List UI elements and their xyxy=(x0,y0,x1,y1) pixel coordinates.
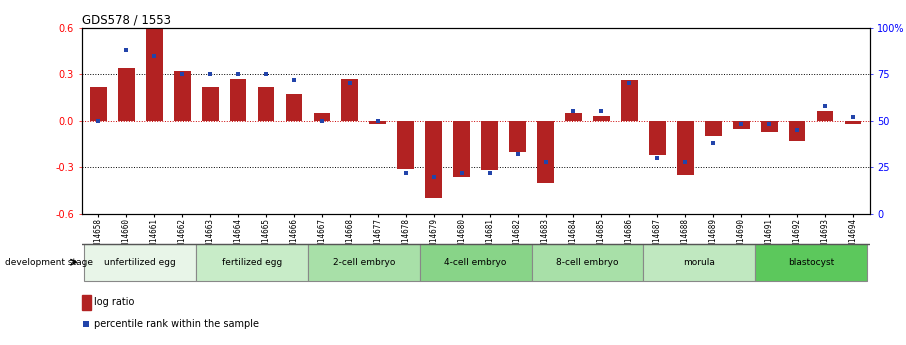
Bar xyxy=(593,116,610,121)
Bar xyxy=(816,111,834,121)
Bar xyxy=(370,121,386,124)
Bar xyxy=(677,121,694,175)
Bar xyxy=(649,121,666,155)
Bar xyxy=(257,87,275,121)
Text: fertilized egg: fertilized egg xyxy=(222,258,282,267)
Text: 4-cell embryo: 4-cell embryo xyxy=(445,258,506,267)
Text: development stage: development stage xyxy=(5,258,92,267)
FancyBboxPatch shape xyxy=(84,244,196,281)
FancyBboxPatch shape xyxy=(643,244,756,281)
Bar xyxy=(481,121,498,170)
Bar xyxy=(313,113,331,121)
Bar xyxy=(621,80,638,121)
Bar xyxy=(537,121,554,183)
Text: blastocyst: blastocyst xyxy=(788,258,834,267)
Bar xyxy=(202,87,218,121)
Text: 2-cell embryo: 2-cell embryo xyxy=(333,258,395,267)
FancyBboxPatch shape xyxy=(532,244,643,281)
Bar xyxy=(844,121,862,124)
Bar xyxy=(789,121,805,141)
FancyBboxPatch shape xyxy=(196,244,308,281)
Bar xyxy=(509,121,526,152)
Bar xyxy=(118,68,135,121)
Text: log ratio: log ratio xyxy=(94,297,135,307)
Text: morula: morula xyxy=(683,258,715,267)
Bar xyxy=(565,113,582,121)
Text: percentile rank within the sample: percentile rank within the sample xyxy=(94,319,259,329)
FancyBboxPatch shape xyxy=(308,244,419,281)
FancyBboxPatch shape xyxy=(419,244,532,281)
Bar xyxy=(146,28,162,121)
Text: unfertilized egg: unfertilized egg xyxy=(104,258,176,267)
Bar xyxy=(230,79,246,121)
FancyBboxPatch shape xyxy=(756,244,867,281)
Bar xyxy=(425,121,442,198)
Bar xyxy=(90,87,107,121)
Bar xyxy=(285,94,303,121)
Bar xyxy=(705,121,721,136)
Bar xyxy=(398,121,414,169)
Text: 8-cell embryo: 8-cell embryo xyxy=(556,258,619,267)
Bar xyxy=(174,71,190,121)
Bar xyxy=(733,121,749,128)
Bar xyxy=(342,79,358,121)
Bar xyxy=(761,121,777,132)
Bar xyxy=(82,295,91,310)
Bar xyxy=(453,121,470,177)
Text: GDS578 / 1553: GDS578 / 1553 xyxy=(82,13,170,27)
